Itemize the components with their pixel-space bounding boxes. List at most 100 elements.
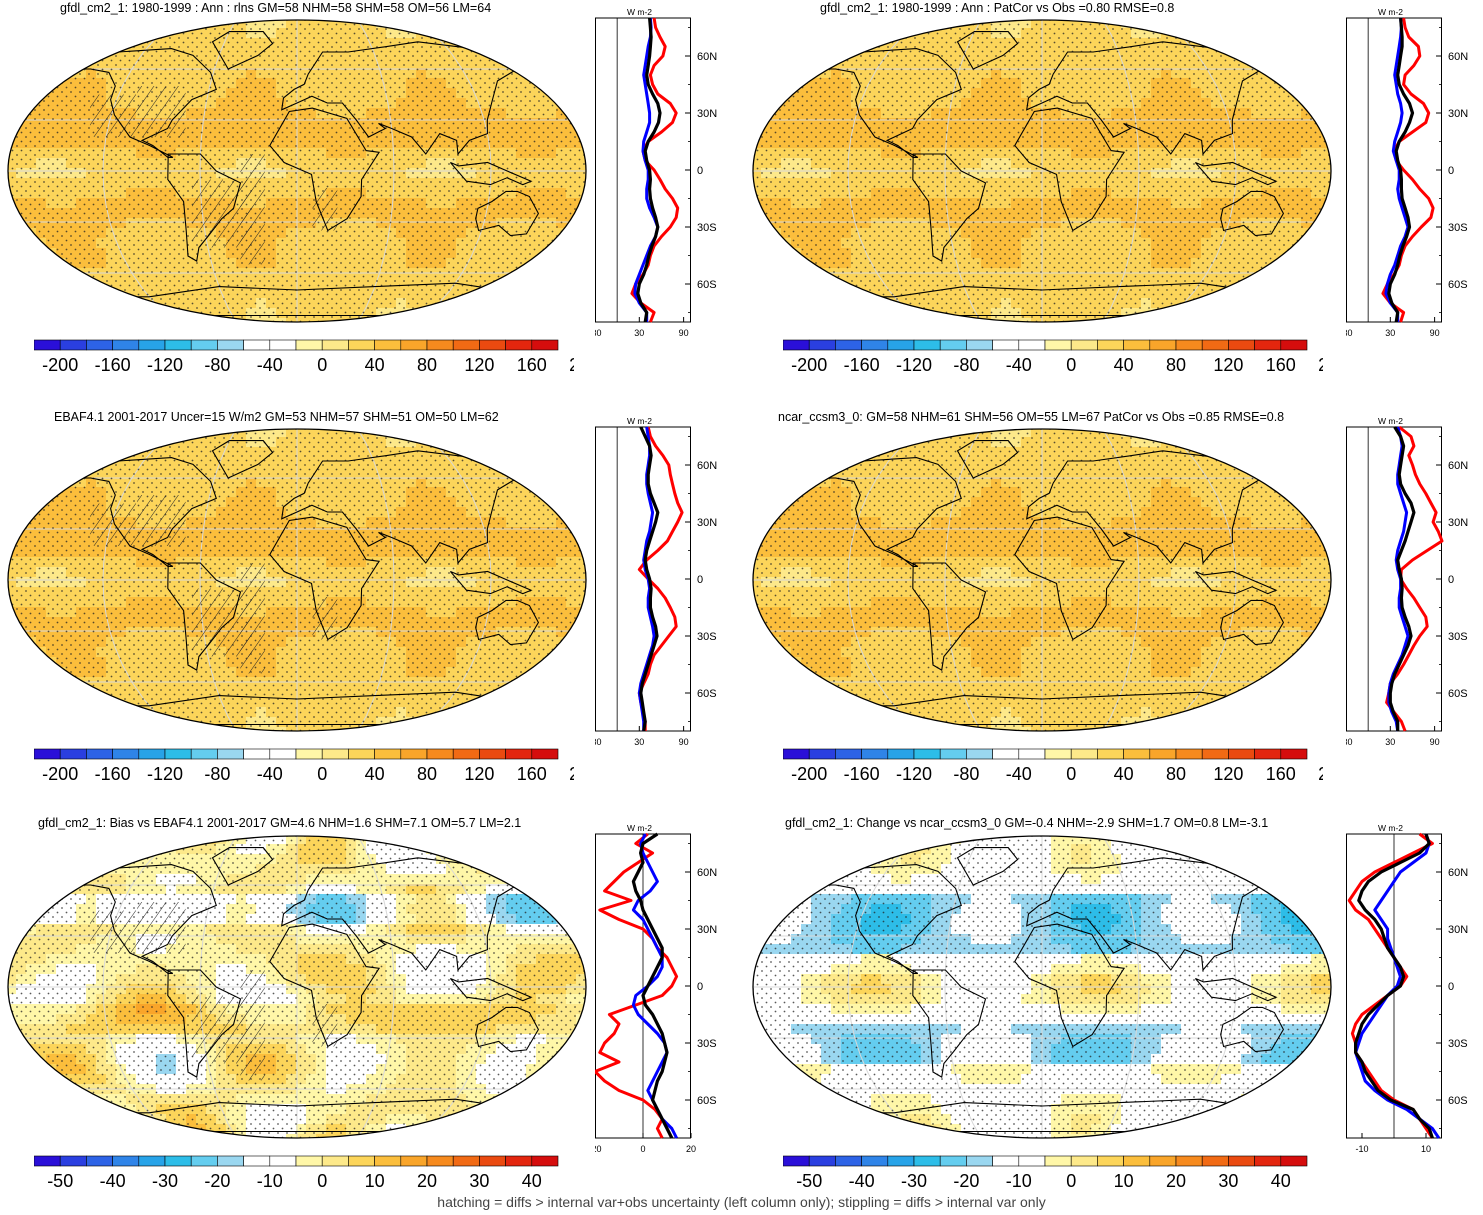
colorbar-3-swatch-5 [138, 748, 166, 760]
zonal-4-xlabel-1: -30 [1346, 737, 1353, 747]
colorbar-5-swatch-2 [59, 1155, 87, 1167]
colorbar-4-swatch-14 [1123, 748, 1151, 760]
colorbar-5-swatch-8 [217, 1155, 244, 1167]
colorbar-1-swatch-13 [348, 339, 375, 351]
colorbar-1-swatch-10 [269, 339, 297, 351]
colorbar-3-swatch-13 [348, 748, 375, 760]
colorbar-1-label-2: -160 [95, 355, 131, 375]
colorbar-2-label-2: -160 [844, 355, 880, 375]
colorbar-5-label-2: -40 [100, 1171, 126, 1191]
colorbar-1-label-4: -80 [204, 355, 230, 375]
coastline-2-8 [818, 282, 1270, 317]
zonal-5-xlabel-3: 20 [686, 1144, 696, 1154]
coastline-2-5 [1220, 190, 1285, 237]
coastline-1-5 [475, 190, 540, 237]
zonal-6-ylabel-3: 0 [1448, 981, 1454, 993]
colorbar-6-swatch-19 [1254, 1155, 1282, 1167]
colorbar-1-swatch-3 [86, 339, 113, 351]
coastline-5-7 [449, 977, 533, 1002]
colorbar-6-swatch-15 [1149, 1155, 1177, 1167]
zonal-5-xlabel-2: 0 [640, 1144, 645, 1154]
zonal-1-line-black [636, 17, 662, 323]
colorbar-6-label-8: 20 [1166, 1171, 1186, 1191]
colorbar-2-label-7: 40 [1114, 355, 1134, 375]
panel-title-4: ncar_ccsm3_0: GM=58 NHM=61 SHM=56 OM=55 … [778, 410, 1285, 424]
colorbar-2-swatch-2 [808, 339, 836, 351]
coastline-2-3 [1014, 107, 1126, 232]
zonal-6-line-black [1354, 833, 1434, 1139]
colorbar-6-swatch-20 [1280, 1155, 1308, 1167]
colorbar-3-label-7: 40 [365, 764, 385, 784]
colorbar-3-swatch-20 [531, 748, 559, 760]
zonal-1-xlabel-2: 30 [634, 328, 644, 338]
map-panel-6 [752, 835, 1332, 1139]
panel-title-1: gfdl_cm2_1: 1980-1999 : Ann : rlns GM=58… [60, 1, 492, 15]
colorbar-2-swatch-4 [861, 339, 889, 351]
colorbar-2-swatch-8 [966, 339, 993, 351]
coastline-5-5 [475, 1006, 540, 1053]
colorbar-1-label-10: 160 [517, 355, 547, 375]
colorbar-1-swatch-9 [243, 339, 271, 351]
colorbar-1-swatch-18 [479, 339, 506, 351]
zonal-unit-1: W m-2 [627, 7, 652, 17]
colorbar-5-swatch-17 [452, 1155, 480, 1167]
colorbar-1-label-3: -120 [147, 355, 183, 375]
colorbar-6-swatch-14 [1123, 1155, 1151, 1167]
colorbar-4-swatch-9 [992, 748, 1020, 760]
zonal-3-xlabel-2: 30 [634, 737, 644, 747]
coastline-5-6 [211, 847, 274, 886]
coastline-2-2 [912, 153, 987, 262]
colorbar-2-swatch-5 [887, 339, 915, 351]
colorbar-2-swatch-20 [1280, 339, 1308, 351]
colorbar-2-swatch-3 [835, 339, 862, 351]
coastline-3-3 [269, 516, 381, 641]
colorbar-4-label-6: 0 [1066, 764, 1076, 784]
colorbar-4-swatch-8 [966, 748, 993, 760]
colorbar-2-swatch-19 [1254, 339, 1282, 351]
colorbar-4-swatch-20 [1280, 748, 1308, 760]
coastline-4-1 [813, 457, 962, 567]
coastline-6-6 [956, 847, 1019, 886]
colorbar-6-swatch-16 [1175, 1155, 1203, 1167]
zonal-unit-4: W m-2 [1378, 416, 1403, 426]
colorbar-1-swatch-17 [452, 339, 480, 351]
colorbar-6-swatch-5 [887, 1155, 915, 1167]
zonal-panel-4: W m-2 60N 30N 0 30S 60S -30 30 90 [1346, 416, 1468, 747]
colorbar-2-label-3: -120 [896, 355, 932, 375]
panel-title-6: gfdl_cm2_1: Change vs ncar_ccsm3_0 GM=-0… [785, 816, 1269, 830]
zonal-3-xlabel-3: 90 [679, 737, 689, 747]
zonal-2-xlabel-1: -30 [1346, 328, 1353, 338]
coastline-3-7 [449, 570, 533, 595]
zonal-3-ylabel-3: 0 [697, 574, 703, 586]
coastline-4-3 [1014, 516, 1126, 641]
colorbar-6: -50-40-30-20-1001020304050 [783, 1155, 1308, 1191]
colorbar-2-swatch-12 [1070, 339, 1098, 351]
colorbar-3-label-9: 120 [464, 764, 494, 784]
colorbar-6-label-10: 40 [1271, 1171, 1291, 1191]
colorbar-5-swatch-19 [505, 1155, 533, 1167]
zonal-5-line-black [631, 832, 674, 1139]
coastline-5-8 [73, 1098, 525, 1133]
colorbar-5-swatch-16 [426, 1155, 454, 1167]
colorbar-4-swatch-6 [913, 748, 941, 760]
colorbar-5-swatch-18 [479, 1155, 506, 1167]
zonal-5-ylabel-1: 60N [697, 867, 717, 879]
colorbar-6-label-7: 10 [1114, 1171, 1134, 1191]
colorbar-6-swatch-2 [808, 1155, 836, 1167]
colorbar-6-label-2: -40 [849, 1171, 875, 1191]
colorbar-3-label-4: -80 [204, 764, 230, 784]
colorbar-1-swatch-19 [505, 339, 533, 351]
colorbar-4: -200 -160 -120 -80 -40 0 40 80 120 160 200 [783, 748, 1323, 784]
zonal-5-xlabel-1: -20 [595, 1144, 602, 1154]
colorbar-5: -50-40-30-20-1001020304050 [34, 1155, 559, 1191]
colorbar-2-label-10: 160 [1266, 355, 1296, 375]
zonal-panel-3: W m-2 60N 30N 0 30S 60S -30 30 90 [595, 416, 717, 747]
zonal-2-xlabel-3: 90 [1430, 328, 1440, 338]
colorbar-3-swatch-2 [59, 748, 87, 760]
colorbar-3-swatch-12 [321, 748, 349, 760]
colorbar-1-swatch-7 [190, 339, 218, 351]
colorbar-5-swatch-6 [164, 1155, 192, 1167]
colorbar-6-swatch-8 [966, 1155, 993, 1167]
zonal-panel-6: W m-2 60N 30N 0 30S 60S -10 10 [1346, 823, 1468, 1154]
zonal-1-ylabel-5: 60S [697, 279, 717, 291]
